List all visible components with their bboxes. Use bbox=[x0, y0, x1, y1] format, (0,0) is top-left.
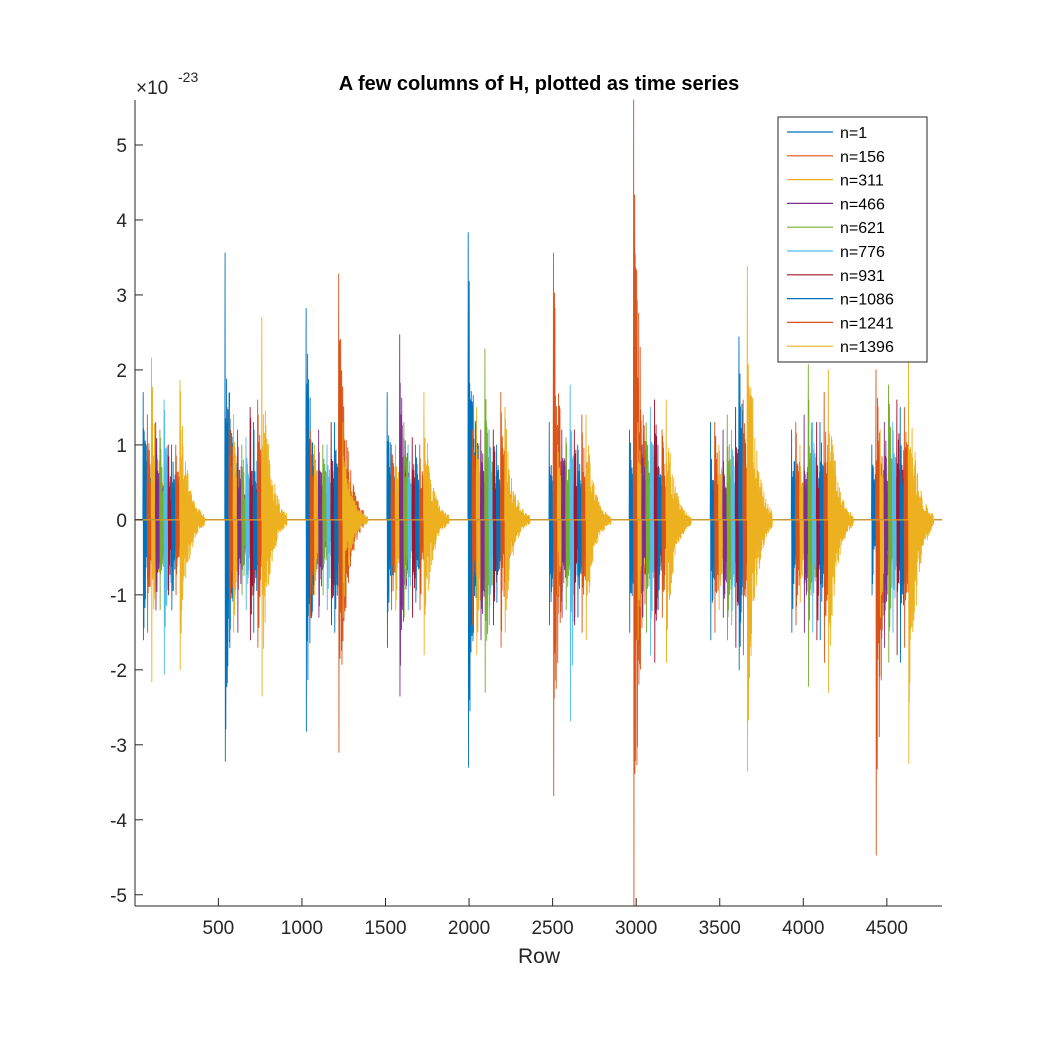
y-tick-label: -2 bbox=[110, 661, 127, 682]
x-tick-label: 1500 bbox=[364, 918, 406, 939]
legend-label: n=621 bbox=[840, 220, 885, 237]
y-tick-label: -1 bbox=[110, 586, 127, 607]
x-ticks: 500 1000 1500 2000 2500 3000 3500 4000 4500 bbox=[203, 898, 908, 939]
x-tick-label: 3000 bbox=[615, 918, 657, 939]
y-tick-label: -5 bbox=[110, 886, 127, 907]
legend-box bbox=[777, 116, 928, 363]
legend-items: n=1 n=156 n=311 n=466 n=621 n=776 n=931 n=1086 n… bbox=[787, 125, 894, 356]
legend[interactable]: n=1 n=156 n=311 n=466 n=621 n=776 n=931 n=1086 n… bbox=[777, 116, 928, 363]
legend-label: n=466 bbox=[840, 196, 885, 213]
x-tick-label: 2000 bbox=[448, 918, 490, 939]
legend-label: n=776 bbox=[840, 244, 885, 261]
y-tick-label: -3 bbox=[110, 736, 127, 757]
legend-label: n=931 bbox=[840, 268, 885, 285]
legend-label: n=1241 bbox=[840, 315, 894, 332]
y-tick-label: 1 bbox=[116, 436, 127, 457]
x-tick-label: 4000 bbox=[782, 918, 824, 939]
series-line-n=1396 bbox=[135, 266, 942, 772]
legend-label: n=1086 bbox=[840, 292, 894, 309]
y-tick-label: -4 bbox=[110, 811, 127, 832]
series-layer bbox=[135, 99, 942, 907]
x-axis-label: Row bbox=[518, 945, 561, 968]
y-exponent-power: -23 bbox=[178, 69, 198, 85]
x-tick-label: 2500 bbox=[531, 918, 573, 939]
legend-label: n=311 bbox=[840, 173, 884, 190]
chart-title: A few columns of H, plotted as time seri… bbox=[339, 73, 739, 95]
y-tick-label: 4 bbox=[116, 211, 127, 232]
axes-layer bbox=[134, 100, 942, 907]
y-tick-label: 3 bbox=[116, 286, 127, 307]
y-ticks: -5 -4 -3 -2 -1 0 1 2 3 4 5 bbox=[110, 136, 143, 907]
x-tick-label: 1000 bbox=[281, 918, 323, 939]
y-tick-label: 2 bbox=[116, 361, 127, 382]
legend-label: n=1396 bbox=[840, 339, 894, 356]
y-exponent-base: ×10 bbox=[136, 78, 168, 99]
x-tick-label: 500 bbox=[203, 918, 235, 939]
x-tick-label: 3500 bbox=[699, 918, 741, 939]
legend-label: n=1 bbox=[840, 125, 867, 142]
legend-label: n=156 bbox=[840, 149, 885, 166]
x-tick-label: 4500 bbox=[866, 918, 908, 939]
y-tick-label: 0 bbox=[116, 511, 127, 532]
y-tick-label: 5 bbox=[116, 136, 127, 157]
